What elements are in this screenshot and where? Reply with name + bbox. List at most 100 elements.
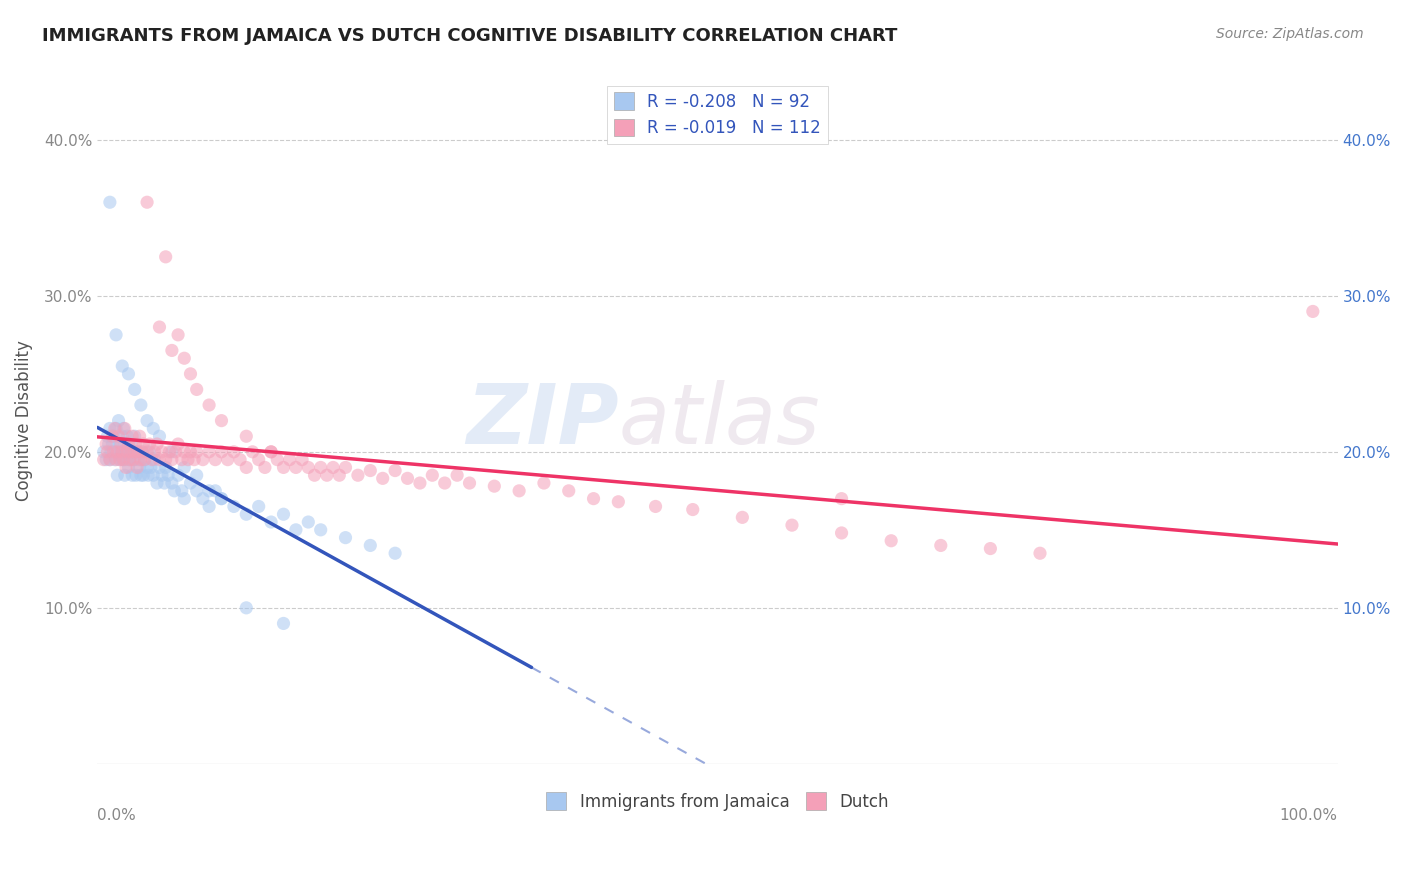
- Point: [335, 460, 357, 475]
- Point: [247, 452, 270, 467]
- Point: [146, 437, 169, 451]
- Point: [141, 452, 163, 467]
- Point: [150, 468, 173, 483]
- Point: [128, 429, 150, 443]
- Point: [107, 429, 129, 443]
- Point: [446, 468, 468, 483]
- Point: [1302, 304, 1324, 318]
- Text: ZIP: ZIP: [465, 380, 619, 461]
- Point: [127, 445, 149, 459]
- Point: [138, 445, 160, 459]
- Point: [198, 483, 221, 498]
- Point: [125, 437, 148, 451]
- Point: [114, 421, 136, 435]
- Point: [131, 445, 153, 459]
- Point: [148, 429, 170, 443]
- Point: [347, 468, 370, 483]
- Point: [93, 452, 115, 467]
- Point: [533, 476, 555, 491]
- Point: [153, 476, 176, 491]
- Point: [211, 414, 233, 428]
- Point: [173, 445, 195, 459]
- Point: [458, 476, 481, 491]
- Point: [112, 421, 135, 435]
- Point: [108, 452, 131, 467]
- Point: [831, 491, 853, 506]
- Point: [139, 460, 162, 475]
- Point: [103, 445, 125, 459]
- Point: [260, 445, 283, 459]
- Point: [97, 437, 120, 451]
- Point: [167, 327, 190, 342]
- Point: [157, 468, 180, 483]
- Point: [96, 429, 118, 443]
- Point: [160, 476, 183, 491]
- Point: [96, 452, 118, 467]
- Point: [179, 367, 201, 381]
- Point: [127, 460, 149, 475]
- Point: [125, 468, 148, 483]
- Point: [101, 437, 124, 451]
- Point: [644, 500, 666, 514]
- Point: [179, 476, 201, 491]
- Point: [484, 479, 506, 493]
- Y-axis label: Cognitive Disability: Cognitive Disability: [15, 340, 32, 501]
- Point: [98, 452, 121, 467]
- Point: [235, 600, 257, 615]
- Point: [1029, 546, 1052, 560]
- Point: [186, 383, 208, 397]
- Point: [229, 452, 252, 467]
- Point: [118, 452, 141, 467]
- Point: [160, 452, 183, 467]
- Point: [409, 476, 432, 491]
- Point: [186, 445, 208, 459]
- Point: [260, 445, 283, 459]
- Point: [148, 320, 170, 334]
- Point: [120, 445, 142, 459]
- Point: [117, 460, 139, 475]
- Point: [253, 460, 276, 475]
- Point: [222, 445, 245, 459]
- Point: [108, 452, 131, 467]
- Point: [115, 445, 138, 459]
- Point: [114, 468, 136, 483]
- Point: [170, 452, 193, 467]
- Point: [117, 437, 139, 451]
- Point: [297, 460, 319, 475]
- Point: [129, 452, 152, 467]
- Point: [112, 445, 135, 459]
- Point: [93, 445, 115, 459]
- Point: [359, 538, 381, 552]
- Point: [235, 429, 257, 443]
- Text: atlas: atlas: [619, 380, 820, 461]
- Point: [150, 445, 173, 459]
- Point: [134, 452, 156, 467]
- Point: [266, 452, 288, 467]
- Point: [173, 351, 195, 366]
- Point: [155, 460, 177, 475]
- Point: [117, 367, 139, 381]
- Point: [420, 468, 443, 483]
- Point: [186, 468, 208, 483]
- Point: [136, 460, 159, 475]
- Point: [105, 421, 128, 435]
- Point: [127, 452, 149, 467]
- Point: [780, 518, 803, 533]
- Point: [100, 445, 122, 459]
- Point: [173, 491, 195, 506]
- Point: [304, 468, 326, 483]
- Point: [183, 452, 205, 467]
- Point: [105, 452, 128, 467]
- Point: [107, 414, 129, 428]
- Point: [191, 491, 214, 506]
- Point: [136, 195, 159, 210]
- Point: [142, 421, 165, 435]
- Point: [880, 533, 903, 548]
- Point: [103, 429, 125, 443]
- Point: [148, 460, 170, 475]
- Point: [105, 327, 128, 342]
- Point: [127, 445, 149, 459]
- Point: [111, 359, 134, 373]
- Point: [170, 483, 193, 498]
- Point: [371, 471, 394, 485]
